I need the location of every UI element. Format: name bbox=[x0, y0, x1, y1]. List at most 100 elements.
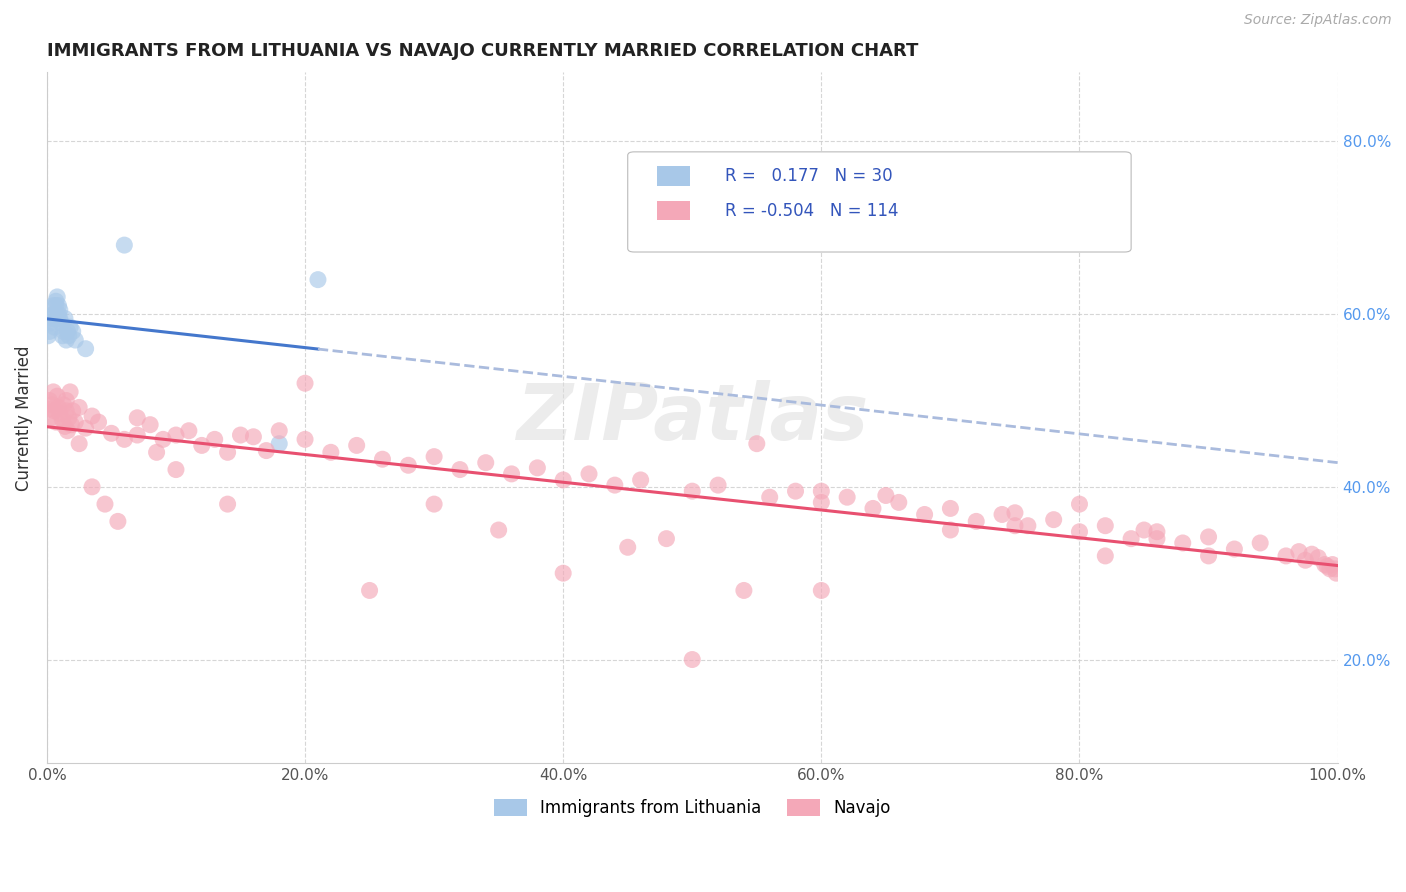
Point bbox=[94, 497, 117, 511]
Point bbox=[1313, 558, 1336, 572]
Point bbox=[217, 497, 239, 511]
Point bbox=[526, 460, 548, 475]
Point bbox=[75, 342, 97, 356]
Point bbox=[38, 393, 60, 408]
Point bbox=[307, 272, 329, 286]
Point bbox=[1324, 566, 1347, 581]
Point bbox=[914, 508, 936, 522]
Point bbox=[810, 495, 832, 509]
Point bbox=[1146, 532, 1168, 546]
Point bbox=[67, 401, 90, 415]
Point bbox=[39, 410, 62, 425]
Point bbox=[55, 404, 77, 418]
Point bbox=[177, 424, 200, 438]
Point bbox=[939, 501, 962, 516]
Point bbox=[1004, 506, 1026, 520]
Point bbox=[48, 299, 70, 313]
Point bbox=[875, 488, 897, 502]
Point bbox=[44, 404, 66, 418]
Point bbox=[1094, 549, 1116, 563]
Point bbox=[59, 384, 82, 399]
Point bbox=[127, 410, 149, 425]
Point bbox=[55, 333, 77, 347]
Point bbox=[48, 401, 70, 415]
Point bbox=[41, 398, 63, 412]
Point bbox=[46, 311, 69, 326]
Text: ZIPatlas: ZIPatlas bbox=[516, 380, 869, 456]
Point bbox=[65, 415, 87, 429]
Point bbox=[1223, 541, 1246, 556]
Point bbox=[1133, 523, 1156, 537]
Point bbox=[42, 384, 65, 399]
FancyBboxPatch shape bbox=[658, 201, 690, 220]
Point bbox=[1288, 544, 1310, 558]
Point bbox=[1198, 530, 1220, 544]
Point bbox=[810, 484, 832, 499]
Point bbox=[49, 302, 72, 317]
Point bbox=[217, 445, 239, 459]
Text: Source: ZipAtlas.com: Source: ZipAtlas.com bbox=[1244, 13, 1392, 28]
Point bbox=[616, 541, 638, 555]
Point bbox=[1069, 524, 1091, 539]
Point bbox=[44, 307, 66, 321]
Point bbox=[501, 467, 523, 481]
Point bbox=[58, 410, 80, 425]
Point bbox=[55, 393, 77, 408]
Point bbox=[51, 328, 73, 343]
Point bbox=[396, 458, 419, 473]
Point bbox=[49, 311, 72, 326]
Point bbox=[423, 497, 446, 511]
Point bbox=[45, 299, 67, 313]
Point bbox=[165, 462, 187, 476]
Point bbox=[52, 325, 75, 339]
Point bbox=[60, 417, 83, 432]
Point bbox=[145, 445, 167, 459]
Point bbox=[46, 389, 69, 403]
Point bbox=[294, 433, 316, 447]
Point bbox=[49, 316, 72, 330]
Point bbox=[112, 433, 135, 447]
Point bbox=[1275, 549, 1298, 563]
Y-axis label: Currently Married: Currently Married bbox=[15, 345, 32, 491]
Point bbox=[75, 421, 97, 435]
Point bbox=[39, 316, 62, 330]
Point bbox=[1042, 513, 1064, 527]
Point bbox=[655, 532, 678, 546]
Point bbox=[1301, 547, 1323, 561]
Point bbox=[733, 583, 755, 598]
FancyBboxPatch shape bbox=[658, 167, 690, 186]
Point bbox=[59, 320, 82, 334]
Legend: Immigrants from Lithuania, Navajo: Immigrants from Lithuania, Navajo bbox=[486, 792, 897, 824]
Point bbox=[1171, 536, 1194, 550]
Point bbox=[38, 325, 60, 339]
Text: R =   0.177   N = 30: R = 0.177 N = 30 bbox=[724, 167, 893, 185]
Point bbox=[837, 490, 859, 504]
Point bbox=[229, 428, 252, 442]
Point bbox=[51, 412, 73, 426]
Point bbox=[346, 438, 368, 452]
Point bbox=[681, 484, 703, 499]
Point bbox=[1294, 553, 1316, 567]
Point bbox=[44, 320, 66, 334]
Point bbox=[553, 566, 575, 581]
Point bbox=[294, 376, 316, 391]
Point bbox=[42, 299, 65, 313]
Point bbox=[80, 409, 103, 423]
Point bbox=[139, 417, 162, 432]
Point bbox=[80, 480, 103, 494]
Point bbox=[1094, 518, 1116, 533]
Point bbox=[474, 456, 496, 470]
Point bbox=[127, 428, 149, 442]
Point bbox=[553, 473, 575, 487]
Point bbox=[100, 426, 122, 441]
Point bbox=[423, 450, 446, 464]
Point bbox=[49, 407, 72, 421]
Point bbox=[887, 495, 910, 509]
Point bbox=[87, 415, 110, 429]
Point bbox=[53, 419, 76, 434]
Point bbox=[603, 478, 626, 492]
Point bbox=[1119, 532, 1142, 546]
Point bbox=[53, 311, 76, 326]
Point bbox=[707, 478, 730, 492]
Point bbox=[112, 238, 135, 252]
